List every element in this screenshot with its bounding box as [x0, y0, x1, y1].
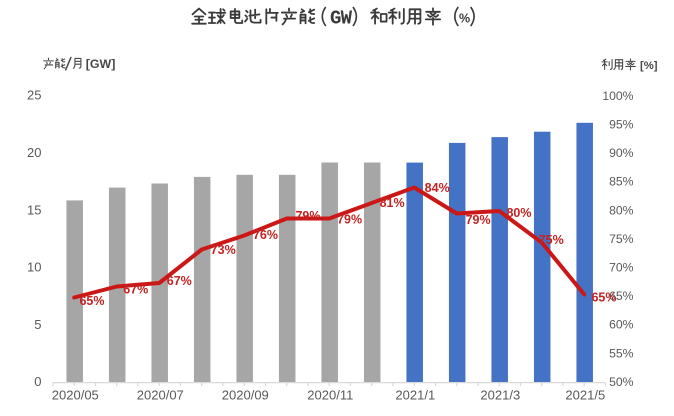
svg-text:2020/05: 2020/05 — [52, 388, 99, 403]
svg-text:2021/5: 2021/5 — [565, 388, 605, 403]
svg-text:65%: 65% — [609, 289, 634, 303]
svg-text:67%: 67% — [167, 274, 192, 288]
svg-text:%: % — [459, 12, 470, 26]
svg-text:85%: 85% — [609, 175, 634, 189]
svg-text:70%: 70% — [609, 261, 634, 275]
svg-text:81%: 81% — [380, 196, 405, 210]
svg-text:79%: 79% — [337, 213, 362, 227]
svg-text:76%: 76% — [253, 228, 278, 242]
svg-text:80%: 80% — [506, 206, 531, 220]
svg-text:5: 5 — [34, 317, 41, 332]
svg-text:90%: 90% — [609, 146, 634, 160]
svg-text:65%: 65% — [79, 294, 104, 308]
svg-text:67%: 67% — [123, 283, 148, 297]
svg-text:2021/3: 2021/3 — [480, 388, 520, 403]
svg-text:100%: 100% — [602, 89, 633, 103]
svg-text:2021/1: 2021/1 — [395, 388, 435, 403]
svg-text:73%: 73% — [211, 243, 236, 257]
svg-text:55%: 55% — [609, 346, 634, 360]
svg-text:GW: GW — [330, 7, 353, 29]
svg-text:80%: 80% — [609, 203, 634, 217]
svg-text:2020/11: 2020/11 — [307, 388, 353, 403]
svg-text:[%]: [%] — [640, 60, 658, 72]
svg-text:2020/09: 2020/09 — [222, 388, 269, 403]
svg-text:10: 10 — [27, 260, 41, 275]
svg-text:20: 20 — [27, 145, 41, 160]
svg-text:25: 25 — [27, 88, 41, 103]
svg-text:60%: 60% — [609, 318, 634, 332]
svg-text:84%: 84% — [425, 181, 450, 195]
svg-text:50%: 50% — [609, 375, 634, 389]
svg-text:2020/07: 2020/07 — [137, 388, 184, 403]
svg-text:95%: 95% — [609, 118, 634, 132]
svg-text:75%: 75% — [539, 233, 564, 247]
svg-text:65%: 65% — [591, 291, 616, 305]
svg-text:[GW]: [GW] — [86, 57, 116, 71]
svg-text:75%: 75% — [609, 232, 634, 246]
svg-text:15: 15 — [27, 202, 41, 217]
svg-text:79%: 79% — [295, 209, 320, 223]
svg-text:0: 0 — [34, 374, 41, 389]
svg-text:79%: 79% — [466, 213, 491, 227]
